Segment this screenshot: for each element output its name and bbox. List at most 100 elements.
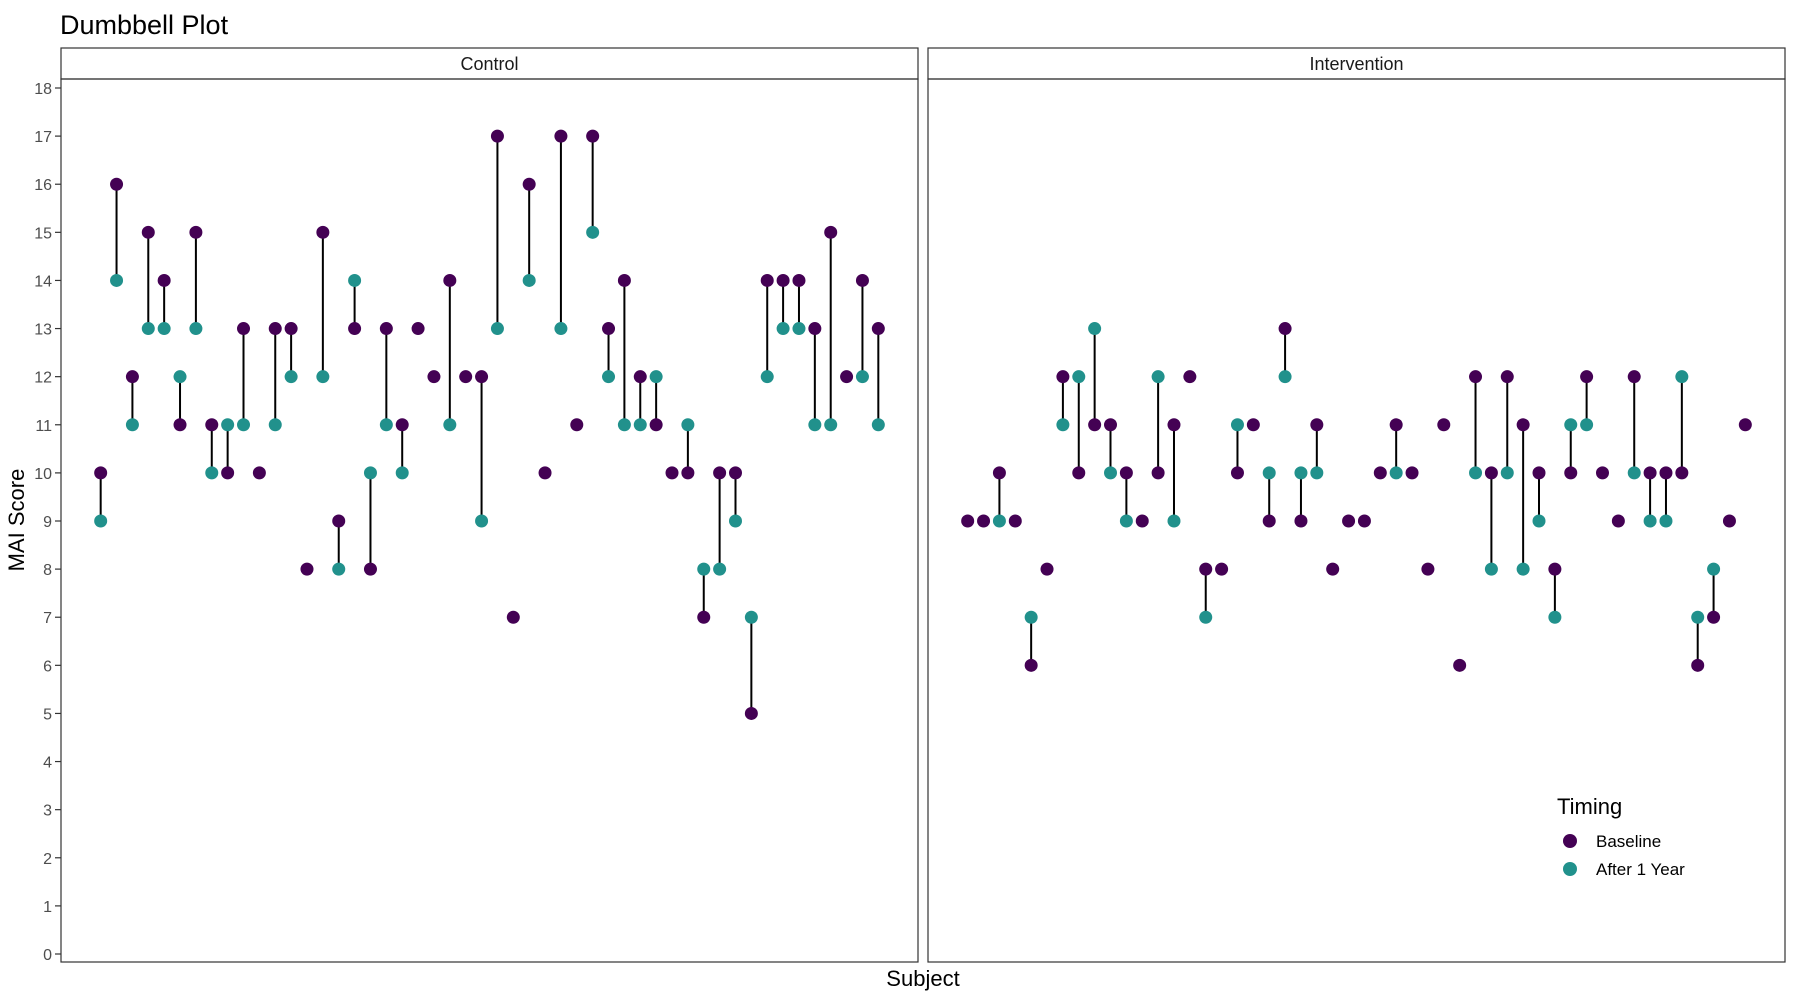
y-tick-label: 2 — [43, 851, 52, 868]
point-baseline — [1580, 370, 1594, 384]
point-baseline — [1310, 418, 1324, 432]
point-baseline — [490, 129, 504, 143]
point-baseline — [1707, 610, 1721, 624]
y-tick-label: 15 — [34, 225, 52, 242]
point-baseline — [760, 273, 774, 287]
point-after-1-year — [792, 322, 806, 336]
point-baseline — [649, 418, 663, 432]
point-baseline — [1056, 370, 1070, 384]
point-baseline — [300, 562, 314, 576]
point-baseline — [443, 273, 457, 287]
point-after-1-year — [1484, 562, 1498, 576]
panel-border-intervention — [927, 78, 1786, 963]
point-baseline — [1722, 514, 1736, 528]
point-baseline — [855, 273, 869, 287]
point-after-1-year — [363, 466, 377, 480]
point-after-1-year — [1278, 370, 1292, 384]
point-baseline — [776, 273, 790, 287]
point-baseline — [1262, 514, 1276, 528]
panel-control: Control — [60, 47, 919, 963]
point-after-1-year — [1643, 514, 1657, 528]
panel-intervention: Intervention — [927, 47, 1786, 963]
point-after-1-year — [1500, 466, 1514, 480]
point-after-1-year — [379, 418, 393, 432]
point-baseline — [1421, 562, 1435, 576]
point-baseline — [1119, 466, 1133, 480]
point-baseline — [221, 466, 235, 480]
point-after-1-year — [1548, 610, 1562, 624]
point-after-1-year — [173, 370, 187, 384]
point-baseline — [252, 466, 266, 480]
y-tick-label: 3 — [43, 803, 52, 820]
point-baseline — [316, 225, 330, 239]
point-baseline — [1564, 466, 1578, 480]
point-after-1-year — [649, 370, 663, 384]
point-baseline — [808, 322, 822, 336]
point-baseline — [1088, 418, 1102, 432]
point-after-1-year — [157, 322, 171, 336]
point-baseline — [871, 322, 885, 336]
point-baseline — [411, 322, 425, 336]
point-baseline — [1183, 370, 1197, 384]
legend: Timing Baseline After 1 Year — [1557, 794, 1685, 879]
point-baseline — [1437, 418, 1451, 432]
y-tick-label: 10 — [34, 466, 52, 483]
legend-key-after — [1563, 862, 1577, 876]
point-after-1-year — [1516, 562, 1530, 576]
y-tick-label: 9 — [43, 514, 52, 531]
point-baseline — [824, 225, 838, 239]
y-tick-label: 12 — [34, 370, 52, 387]
point-after-1-year — [475, 514, 489, 528]
point-baseline — [1484, 466, 1498, 480]
y-tick-label: 8 — [43, 562, 52, 579]
point-baseline — [602, 322, 616, 336]
point-baseline — [363, 562, 377, 576]
point-after-1-year — [1262, 466, 1276, 480]
point-baseline — [1024, 658, 1038, 672]
y-tick-label: 13 — [34, 322, 52, 339]
point-after-1-year — [1389, 466, 1403, 480]
point-baseline — [1072, 466, 1086, 480]
legend-key-baseline — [1563, 834, 1577, 848]
point-baseline — [1199, 562, 1213, 576]
point-after-1-year — [284, 370, 298, 384]
y-tick-label: 18 — [34, 81, 52, 98]
point-baseline — [713, 466, 727, 480]
point-after-1-year — [237, 418, 251, 432]
point-baseline — [840, 370, 854, 384]
point-baseline — [1008, 514, 1022, 528]
point-after-1-year — [348, 273, 362, 287]
point-baseline — [1643, 466, 1657, 480]
point-baseline — [284, 322, 298, 336]
point-after-1-year — [1627, 466, 1641, 480]
point-after-1-year — [554, 322, 568, 336]
point-baseline — [237, 322, 251, 336]
point-baseline — [586, 129, 600, 143]
point-baseline — [1246, 418, 1260, 432]
point-after-1-year — [1294, 466, 1308, 480]
point-baseline — [1659, 466, 1673, 480]
point-baseline — [1151, 466, 1165, 480]
point-baseline — [379, 322, 393, 336]
point-after-1-year — [1230, 418, 1244, 432]
point-after-1-year — [1167, 514, 1181, 528]
point-baseline — [173, 418, 187, 432]
point-baseline — [1611, 514, 1625, 528]
point-after-1-year — [395, 466, 409, 480]
point-after-1-year — [1088, 322, 1102, 336]
point-after-1-year — [744, 610, 758, 624]
point-baseline — [1500, 370, 1514, 384]
point-after-1-year — [205, 466, 219, 480]
point-baseline — [1104, 418, 1118, 432]
point-baseline — [992, 466, 1006, 480]
point-baseline — [1548, 562, 1562, 576]
point-after-1-year — [1580, 418, 1594, 432]
point-after-1-year — [617, 418, 631, 432]
point-after-1-year — [1151, 370, 1165, 384]
point-baseline — [633, 370, 647, 384]
point-baseline — [475, 370, 489, 384]
point-baseline — [1532, 466, 1546, 480]
point-after-1-year — [125, 418, 139, 432]
y-axis-title: MAI Score — [4, 469, 29, 572]
